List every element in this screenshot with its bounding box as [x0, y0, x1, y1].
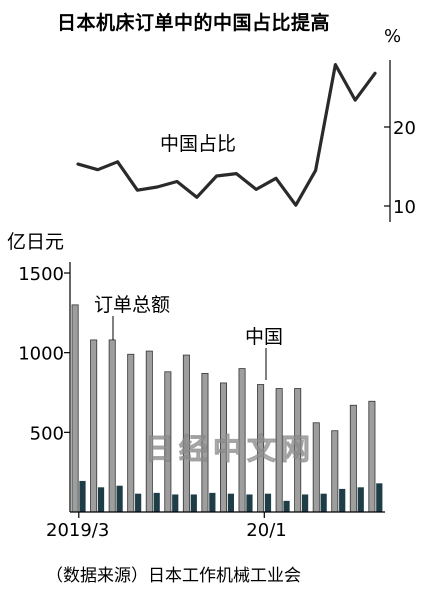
bar-china [302, 494, 309, 512]
bar-y-label: 亿日元 [7, 231, 64, 253]
bar-total [331, 430, 339, 513]
bar-china [357, 487, 364, 512]
bar-china [246, 494, 253, 512]
bar-china [376, 483, 383, 512]
bar-china [172, 494, 179, 512]
bar-china [153, 492, 160, 512]
series-label-china: 中国 [245, 326, 283, 348]
bar-xtick-label: 2019/3 [46, 520, 109, 541]
bar-china [97, 487, 105, 512]
line-ytick-label: 20 [393, 118, 416, 139]
bar-china [227, 493, 234, 512]
bar-ytick-label: 500 [30, 423, 64, 444]
watermark: 日经中文网 [144, 432, 316, 467]
china-share-line [76, 62, 377, 207]
series-label-china-share: 中国占比 [160, 133, 236, 155]
bar-total [368, 400, 376, 513]
line-ytick-label: 10 [393, 197, 416, 218]
bar-china [116, 485, 123, 512]
source-note: （数据来源）日本工作机械工业会 [46, 566, 301, 586]
bar-china [135, 493, 142, 512]
line-y-unit: % [384, 26, 401, 47]
bar-total [349, 404, 357, 513]
chart-title: 日本机床订单中的中国占比提高 [57, 12, 331, 34]
bar-china [320, 493, 327, 512]
bar-china [79, 480, 86, 512]
bar-china [209, 492, 216, 512]
bar-total [71, 304, 79, 513]
bar-china [283, 500, 290, 512]
bar-xtick-label: 20/1 [246, 520, 286, 541]
bar-china [264, 493, 272, 512]
series-label-total: 订单总额 [94, 294, 170, 316]
bar-ytick-label: 1500 [18, 264, 64, 285]
bar-china [339, 488, 346, 512]
bar-total [127, 353, 135, 513]
bar-total [108, 339, 116, 513]
bar-ytick-label: 1000 [18, 344, 64, 365]
bar-total [90, 339, 98, 513]
bar-china [190, 494, 197, 512]
